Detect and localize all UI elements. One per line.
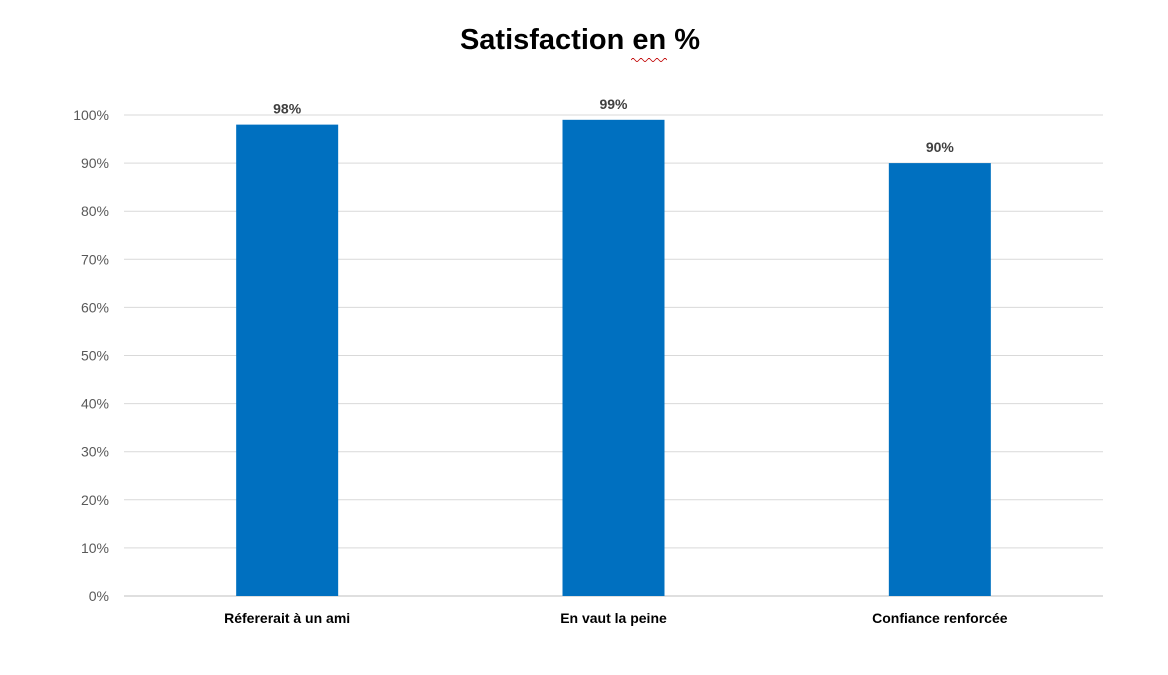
y-tick-label: 20% bbox=[81, 492, 109, 508]
y-tick-label: 0% bbox=[89, 588, 109, 604]
y-tick-label: 40% bbox=[81, 396, 109, 412]
x-category-label: En vaut la peine bbox=[560, 610, 667, 626]
data-label: 90% bbox=[926, 139, 955, 155]
y-tick-label: 90% bbox=[81, 155, 109, 171]
data-label: 99% bbox=[599, 96, 628, 112]
y-tick-label: 80% bbox=[81, 203, 109, 219]
bar bbox=[236, 124, 339, 597]
y-tick-label: 10% bbox=[81, 540, 109, 556]
y-tick-label: 30% bbox=[81, 444, 109, 460]
x-category-label: Réfererait à un ami bbox=[224, 610, 350, 626]
y-tick-label: 60% bbox=[81, 299, 109, 315]
bar bbox=[888, 163, 991, 596]
data-label: 98% bbox=[273, 101, 302, 117]
y-tick-label: 50% bbox=[81, 348, 109, 364]
y-tick-label: 100% bbox=[73, 107, 109, 123]
chart-title: Satisfaction en % bbox=[459, 24, 701, 56]
bar bbox=[562, 119, 665, 596]
x-category-label: Confiance renforcée bbox=[872, 610, 1008, 626]
y-tick-label: 70% bbox=[81, 251, 109, 267]
